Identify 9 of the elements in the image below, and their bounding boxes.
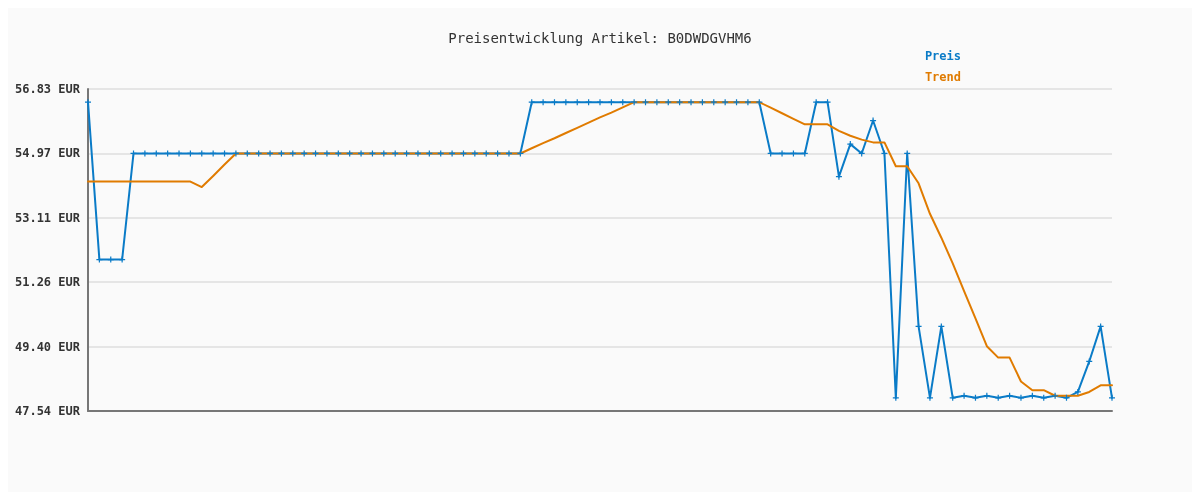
y-tick-label: 49.40 EUR bbox=[14, 339, 81, 354]
text: Trend bbox=[924, 70, 961, 84]
chart-title: Preisentwicklung Artikel: B0DWDGVHM6 bbox=[448, 30, 752, 46]
y-tick-label: 47.54 EUR bbox=[14, 404, 81, 418]
y-tick-label: 53.11 EUR bbox=[14, 210, 81, 225]
text: Preis bbox=[924, 49, 961, 63]
y-tick-label: 51.26 EUR bbox=[14, 275, 81, 290]
y-tick-label: 56.83 EUR bbox=[14, 82, 81, 96]
y-tick-label: 54.97 EUR bbox=[14, 146, 81, 161]
